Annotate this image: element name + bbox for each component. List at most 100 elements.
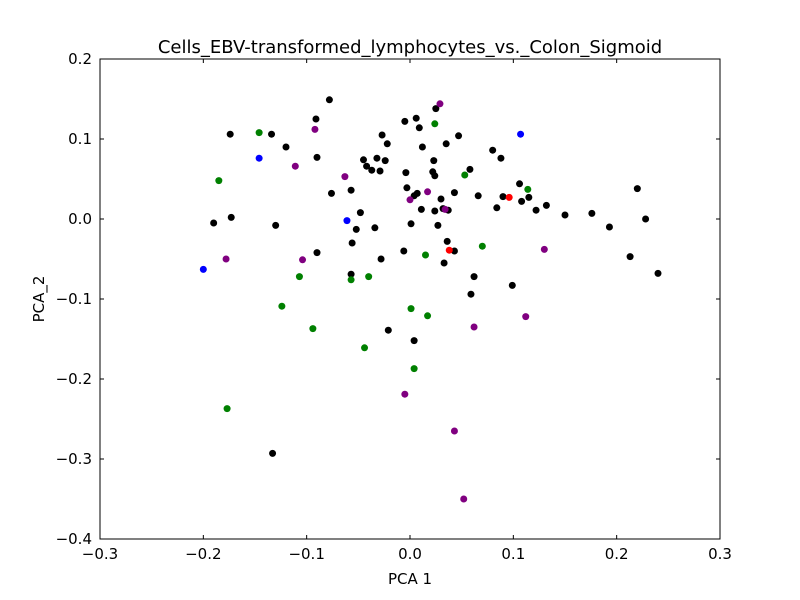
data-point xyxy=(430,157,438,165)
data-point xyxy=(268,130,276,138)
data-point xyxy=(406,196,414,204)
data-points xyxy=(199,96,662,503)
data-point xyxy=(269,449,277,457)
data-point xyxy=(282,143,290,151)
y-tick-label: −0.3 xyxy=(56,450,92,468)
data-point xyxy=(424,312,432,320)
data-point xyxy=(381,157,389,165)
y-tick-label: −0.1 xyxy=(56,290,92,308)
x-tick-label: 0.2 xyxy=(605,545,629,563)
data-point xyxy=(417,205,425,213)
data-point xyxy=(313,153,321,161)
y-tick-label: 0.2 xyxy=(68,50,92,68)
data-point xyxy=(295,273,303,281)
data-point xyxy=(467,290,475,298)
data-point xyxy=(410,337,418,345)
data-point xyxy=(199,265,207,273)
data-point xyxy=(413,189,421,197)
y-tick-label: 0.1 xyxy=(68,130,92,148)
data-point xyxy=(363,162,371,170)
data-point xyxy=(431,120,439,128)
data-point xyxy=(402,169,410,177)
data-point xyxy=(522,313,530,321)
data-point xyxy=(460,495,468,503)
data-point xyxy=(415,124,423,132)
data-point xyxy=(312,115,320,123)
data-point xyxy=(493,204,501,212)
data-point xyxy=(313,249,321,257)
data-point xyxy=(383,140,391,148)
x-tick-label: 0.0 xyxy=(398,545,422,563)
data-point xyxy=(255,129,263,137)
data-point xyxy=(371,224,379,232)
data-point xyxy=(517,130,525,138)
data-point xyxy=(626,253,634,261)
data-point xyxy=(422,251,429,259)
data-point xyxy=(407,220,415,228)
x-tick-label: 0.3 xyxy=(708,545,732,563)
data-point xyxy=(343,217,351,225)
chart-title: Cells_EBV-transformed_lymphocytes_vs._Co… xyxy=(158,37,662,58)
data-point xyxy=(432,105,440,113)
data-point xyxy=(450,189,458,197)
data-point xyxy=(255,154,263,162)
data-point xyxy=(278,302,286,310)
data-point xyxy=(401,117,409,125)
data-point xyxy=(412,114,420,122)
data-point xyxy=(348,239,356,247)
data-point xyxy=(588,209,596,217)
data-point xyxy=(365,273,373,281)
data-point xyxy=(376,167,384,175)
data-point xyxy=(407,305,415,313)
data-point xyxy=(478,242,486,250)
data-point xyxy=(401,390,409,398)
data-point xyxy=(516,180,524,188)
data-point xyxy=(497,154,505,162)
data-point xyxy=(299,256,307,264)
data-point xyxy=(223,405,231,413)
data-point xyxy=(429,168,437,176)
data-point xyxy=(505,193,513,201)
data-point xyxy=(525,193,533,201)
y-axis-label: PCA_2 xyxy=(30,276,49,323)
data-point xyxy=(373,154,381,162)
data-point xyxy=(474,192,482,200)
y-tick-label: −0.2 xyxy=(56,370,92,388)
x-tick-label: 0.1 xyxy=(501,545,525,563)
plot-area xyxy=(99,58,721,540)
data-point xyxy=(654,269,662,277)
data-point xyxy=(384,326,392,334)
data-point xyxy=(347,270,355,278)
data-point xyxy=(291,162,299,170)
data-point xyxy=(222,255,230,263)
data-point xyxy=(499,193,507,201)
data-point xyxy=(466,165,474,173)
data-point xyxy=(434,221,442,229)
x-tick-label: −0.2 xyxy=(185,545,221,563)
data-point xyxy=(436,100,444,108)
data-point xyxy=(325,96,333,104)
data-point xyxy=(210,219,218,227)
data-point xyxy=(443,237,451,245)
data-point xyxy=(309,325,317,333)
data-point xyxy=(356,209,364,217)
data-point xyxy=(431,207,439,215)
data-point xyxy=(347,186,355,194)
data-point xyxy=(540,245,548,253)
axis-ticks: −0.3 −0.2 −0.1 0.0 0.1 0.2 0.3−0.4−0.3−0.2−0.1… xyxy=(56,50,732,563)
x-tick-label: −0.1 xyxy=(288,545,324,563)
data-point xyxy=(442,140,450,148)
data-point xyxy=(633,185,641,193)
data-point xyxy=(437,195,445,203)
data-point xyxy=(361,344,369,352)
data-point xyxy=(377,255,385,263)
data-point xyxy=(542,201,550,209)
data-point xyxy=(226,130,234,138)
data-point xyxy=(368,166,376,174)
data-point xyxy=(360,156,367,164)
data-point xyxy=(561,211,569,219)
data-point xyxy=(470,273,478,281)
data-point xyxy=(489,146,497,154)
data-point xyxy=(532,206,540,214)
